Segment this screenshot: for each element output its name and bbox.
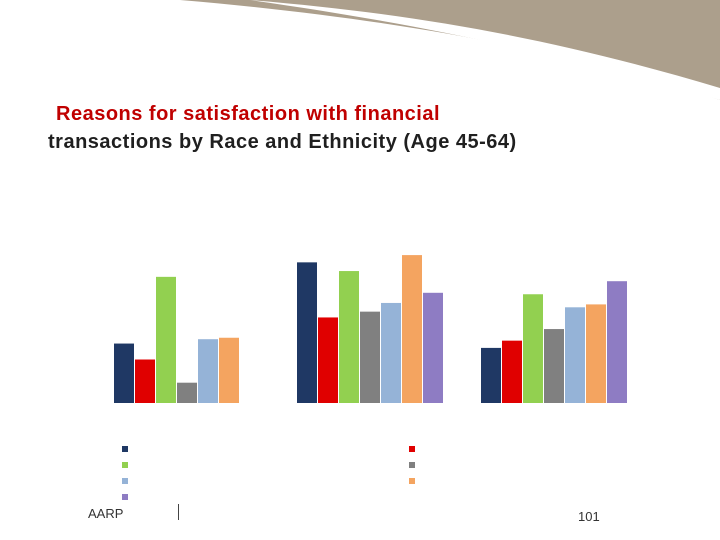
title-line-1: Reasons for satisfaction with financial [56, 103, 441, 125]
page-number: 101 [578, 509, 600, 524]
legend-swatch-series5 [122, 478, 128, 484]
bar-group3-series2 [502, 340, 522, 403]
chart-title: Reasons for satisfaction with financial … [48, 100, 708, 156]
header-band [180, 0, 720, 100]
legend-swatch-series3 [122, 462, 128, 468]
bar-group1-series6 [219, 337, 239, 403]
legend-swatch-series4 [409, 462, 415, 468]
bar-group2-series7 [423, 292, 443, 403]
bar-group3-series7 [607, 281, 627, 403]
legend-swatch-series1 [122, 446, 128, 452]
bar-group1-series1 [114, 343, 134, 403]
bar-group1-series2 [135, 359, 155, 403]
bar-group3-series3 [523, 294, 543, 403]
footer-separator [178, 504, 179, 520]
footer-org-name: AARP [88, 506, 124, 521]
bar-group1-series3 [156, 276, 176, 403]
bar-group2-series3 [339, 271, 359, 403]
bar-group1-series5 [198, 339, 218, 403]
bar-group3-series5 [565, 307, 585, 403]
bar-group2-series4 [360, 311, 380, 403]
bar-group3-series6 [586, 304, 606, 403]
legend-swatch-series2 [409, 446, 415, 452]
title-line-2: transactions by Race and Ethnicity (Age … [48, 131, 517, 153]
legend-swatch-series7 [122, 494, 128, 500]
bars-layer [114, 255, 627, 403]
bar-group2-series5 [381, 302, 401, 403]
header-swoosh-decoration [180, 0, 720, 100]
bar-group1-series4 [177, 382, 197, 403]
bar-group2-series2 [318, 317, 338, 403]
bar-group3-series4 [544, 329, 564, 403]
legend-swatch-series6 [409, 478, 415, 484]
bar-group3-series1 [481, 347, 501, 403]
bar-group2-series1 [297, 262, 317, 403]
bar-group2-series6 [402, 255, 422, 403]
